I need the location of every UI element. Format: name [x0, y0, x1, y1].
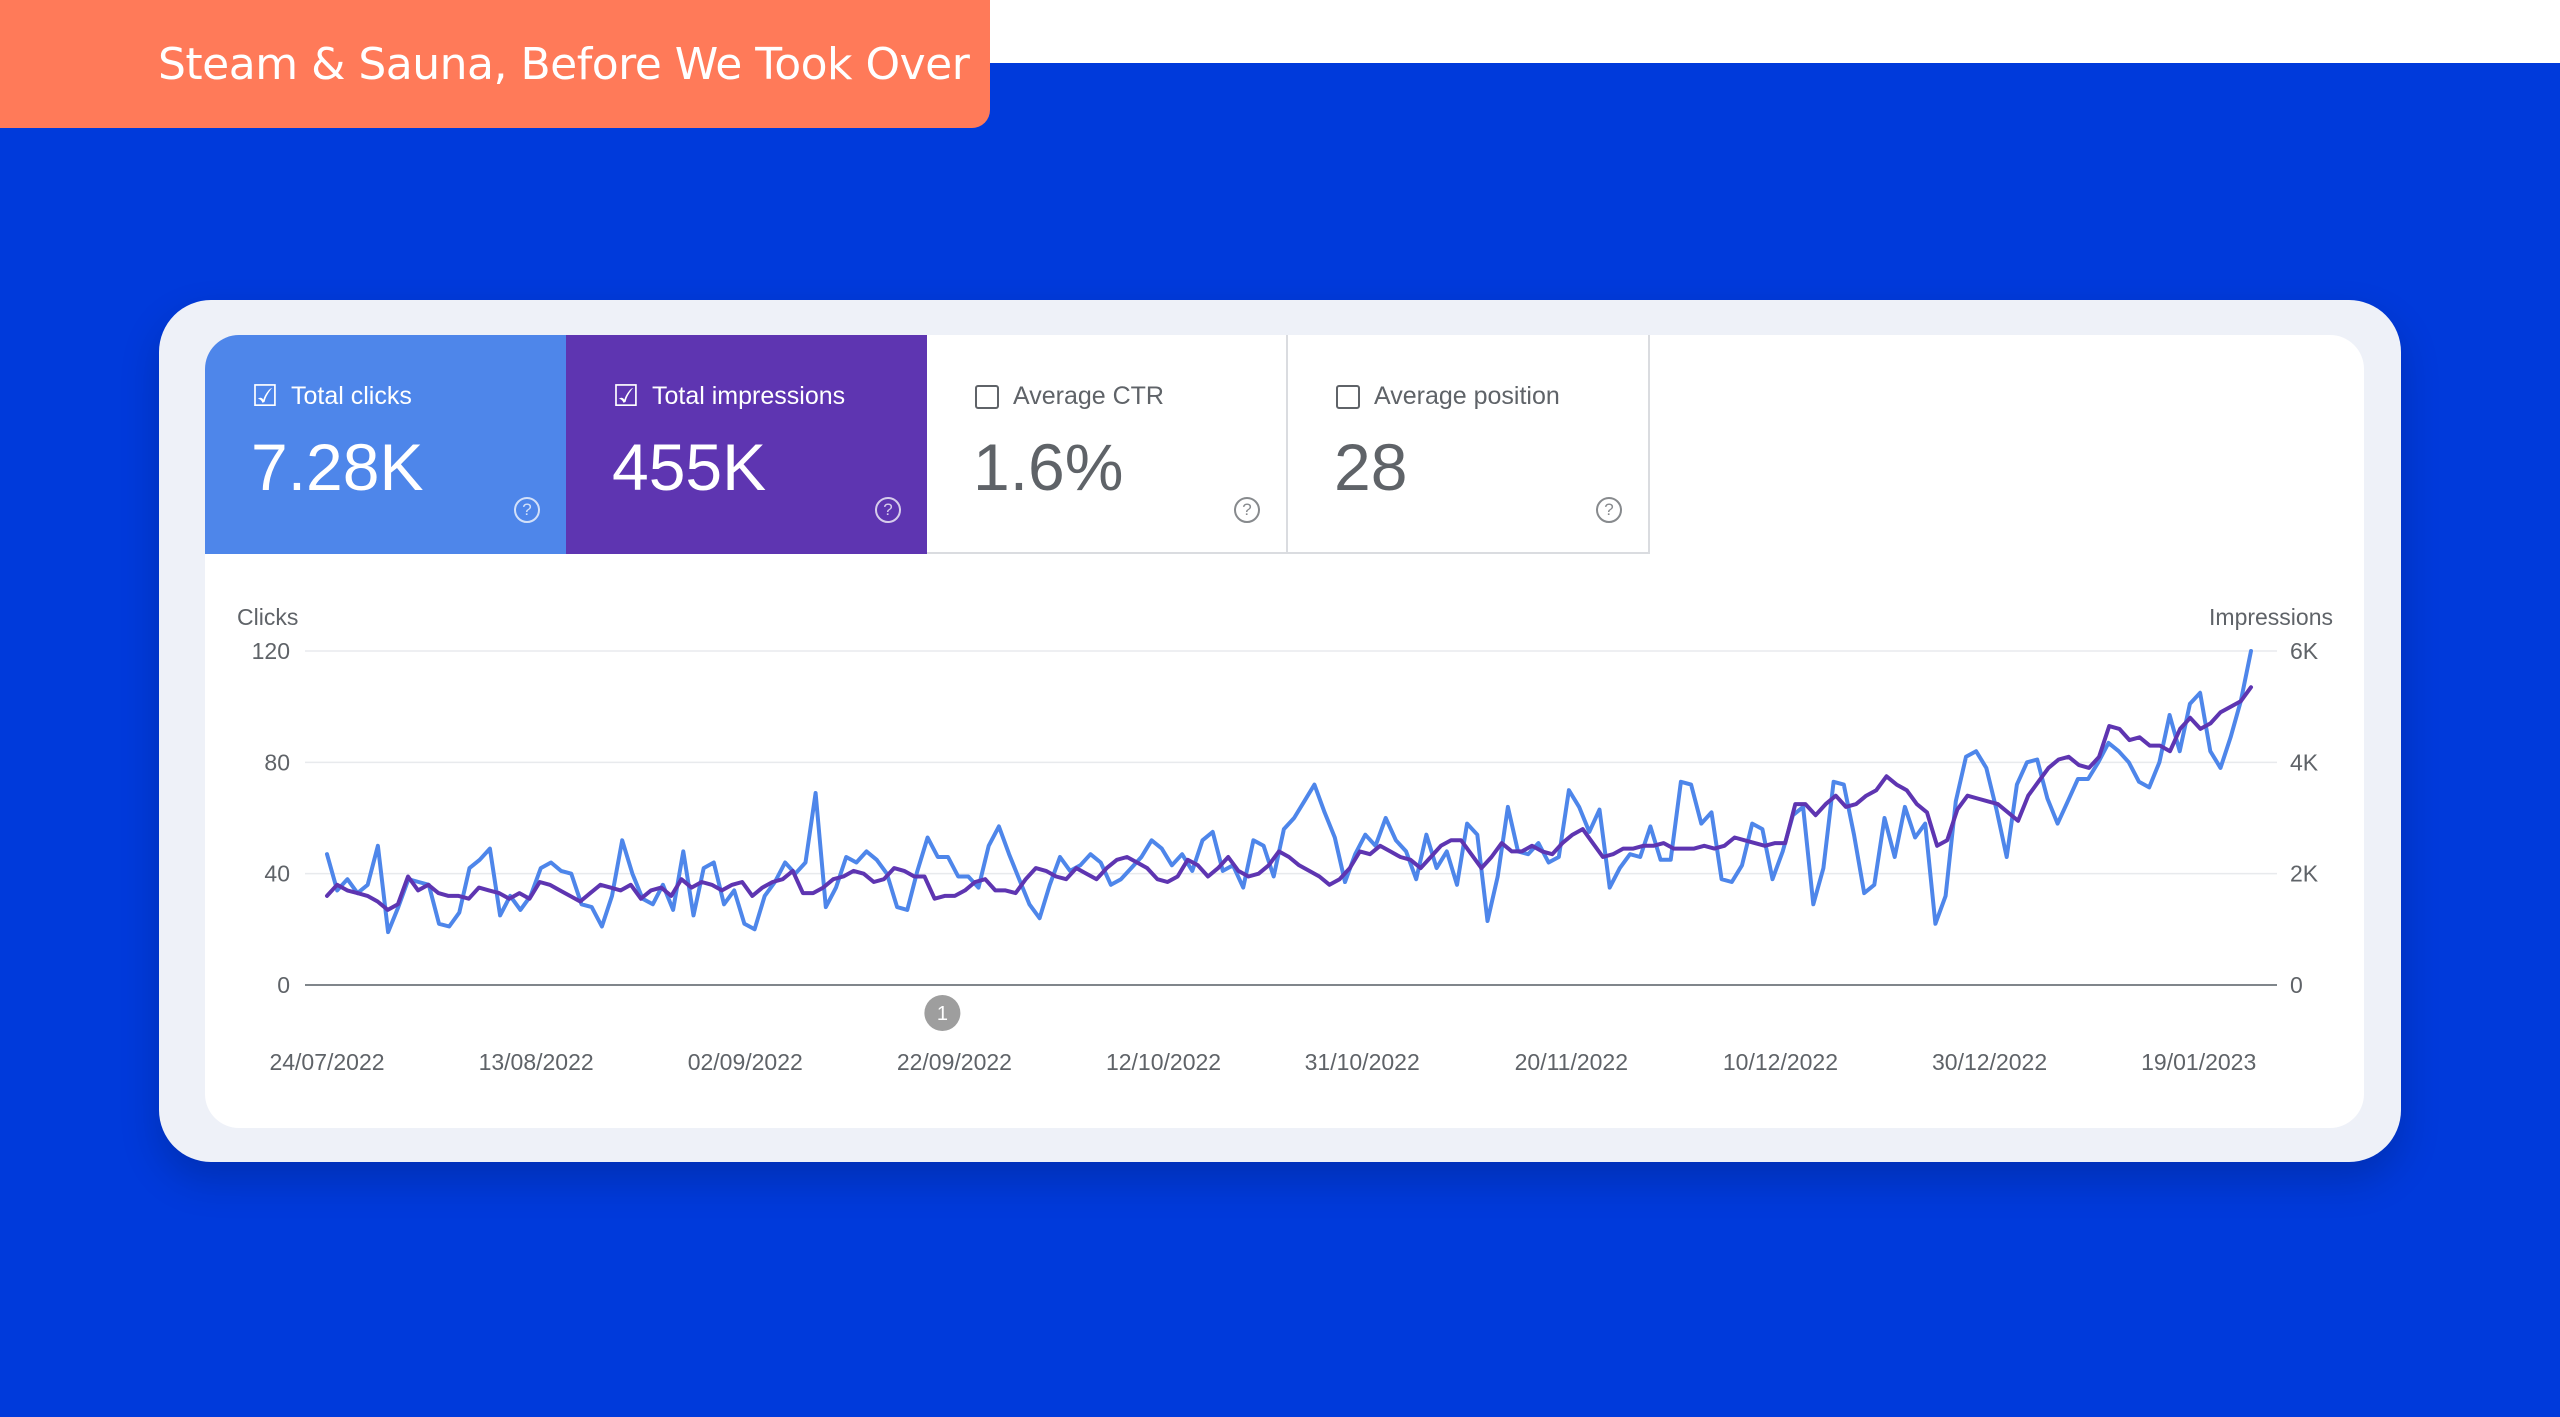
x-tick-label: 10/12/2022 [1723, 1049, 1838, 1075]
y-left-tick-label: 120 [252, 638, 290, 664]
performance-panel: ☑ Total clicks 7.28K ? ☑ Total impressio… [205, 335, 2364, 1128]
x-tick-label: 02/09/2022 [688, 1049, 803, 1075]
metric-label-row: Average position [1336, 382, 1560, 411]
metric-card-average-ctr[interactable]: Average CTR 1.6% ? [927, 335, 1288, 554]
checkbox-checked-icon[interactable]: ☑ [612, 379, 640, 413]
x-tick-label: 30/12/2022 [1932, 1049, 2047, 1075]
help-icon[interactable]: ? [514, 497, 540, 523]
metric-card-total-clicks[interactable]: ☑ Total clicks 7.28K ? [205, 335, 566, 554]
metric-label-row: ☑ Total impressions [612, 379, 846, 413]
metric-label: Total clicks [291, 382, 412, 410]
metric-label: Average CTR [1013, 382, 1164, 410]
series-line-impressions [325, 685, 2253, 912]
annotation-layer: 1 [924, 995, 961, 1031]
y-left-tick-label: 40 [264, 861, 290, 887]
y-right-tick-label: 6K [2290, 638, 2319, 664]
metric-card-total-impressions[interactable]: ☑ Total impressions 455K ? [566, 335, 927, 554]
checkbox-unchecked-icon[interactable] [1336, 384, 1360, 409]
x-tick-label: 22/09/2022 [897, 1049, 1012, 1075]
metric-label: Total impressions [652, 382, 846, 410]
series-line-clicks [325, 649, 2253, 935]
grid-layer [305, 650, 2277, 986]
metric-label-row: ☑ Total clicks [251, 379, 412, 413]
series-layer [325, 649, 2253, 935]
help-icon[interactable]: ? [1596, 497, 1622, 523]
x-tick-label: 12/10/2022 [1106, 1049, 1221, 1075]
y-left-tick-label: 80 [264, 749, 290, 775]
metric-card-average-position[interactable]: Average position 28 ? [1288, 335, 1650, 554]
metric-value: 1.6% [973, 430, 1124, 504]
y-right-tick-label: 0 [2290, 972, 2303, 998]
metric-value: 28 [1334, 430, 1408, 504]
help-icon[interactable]: ? [1234, 497, 1260, 523]
axis-layer: 0 0 40 2K 80 4K 120 6K Clicks Impressions 24/07/20… [237, 604, 2333, 1075]
metric-value: 7.28K [251, 430, 424, 504]
checkbox-unchecked-icon[interactable] [975, 384, 999, 409]
x-tick-label: 31/10/2022 [1305, 1049, 1420, 1075]
metric-value: 455K [612, 430, 767, 504]
title-tag: Steam & Sauna, Before We Took Over [0, 0, 990, 128]
annotation-label: 1 [937, 1003, 948, 1025]
metric-label: Average position [1374, 382, 1560, 410]
y-right-tick-label: 4K [2290, 749, 2319, 775]
x-tick-label: 20/11/2022 [1515, 1049, 1628, 1075]
page-title: Steam & Sauna, Before We Took Over [158, 38, 970, 90]
metric-label-row: Average CTR [975, 382, 1164, 411]
left-axis-title: Clicks [237, 604, 298, 630]
annotation-marker [924, 995, 961, 1031]
x-tick-label: 13/08/2022 [479, 1049, 594, 1075]
help-icon[interactable]: ? [875, 497, 901, 523]
right-axis-title: Impressions [2209, 604, 2333, 630]
checkbox-checked-icon[interactable]: ☑ [251, 379, 279, 413]
x-tick-label: 24/07/2022 [269, 1049, 384, 1075]
x-tick-label: 19/01/2023 [2141, 1049, 2256, 1075]
y-right-tick-label: 2K [2290, 861, 2319, 887]
performance-chart: 0 0 40 2K 80 4K 120 6K Clicks Impressions 24/07/20… [237, 604, 2333, 1075]
y-left-tick-label: 0 [277, 972, 290, 998]
